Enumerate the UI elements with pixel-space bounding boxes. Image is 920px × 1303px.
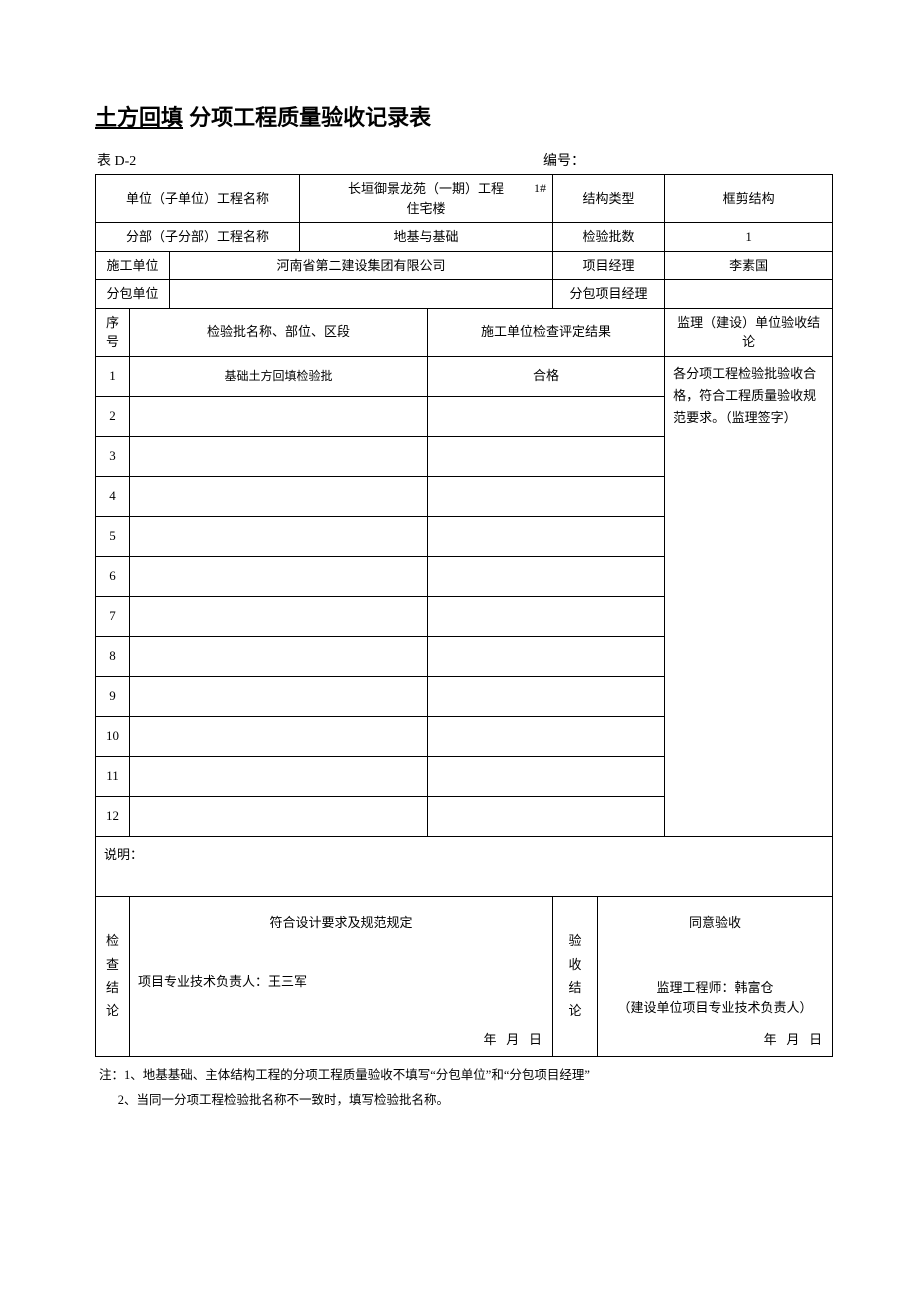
construction-unit-value: 河南省第二建设集团有限公司 bbox=[170, 251, 553, 280]
row-seq: 7 bbox=[96, 596, 130, 636]
check-date: 年 月 日 bbox=[484, 1030, 543, 1050]
check-line1: 符合设计要求及规范规定 bbox=[138, 913, 544, 933]
table-code: 表 D-2 bbox=[97, 150, 497, 170]
row-result bbox=[428, 716, 665, 756]
pm-label: 项目经理 bbox=[553, 251, 665, 280]
accept-sig2: （建设单位项目专业技术负责人） bbox=[618, 1000, 813, 1015]
row-result bbox=[428, 516, 665, 556]
check-line2: 项目专业技术负责人：王三军 bbox=[138, 972, 544, 992]
row-seq: 5 bbox=[96, 516, 130, 556]
row-seq: 6 bbox=[96, 556, 130, 596]
unit-project-label: 单位（子单位）工程名称 bbox=[96, 175, 300, 223]
row-seq: 2 bbox=[96, 396, 130, 436]
page-title: 土方回填 分项工程质量验收记录表 bbox=[95, 100, 825, 132]
row-result bbox=[428, 756, 665, 796]
unit-project-hash: 1# bbox=[534, 179, 546, 197]
accept-title: 同意验收 bbox=[606, 913, 824, 933]
batch-count-value: 1 bbox=[665, 223, 833, 252]
row-name bbox=[130, 476, 428, 516]
row-result bbox=[428, 796, 665, 836]
row-result bbox=[428, 436, 665, 476]
sub-project-label: 分部（子分部）工程名称 bbox=[96, 223, 300, 252]
col-batch-name: 检验批名称、部位、区段 bbox=[130, 308, 428, 356]
sub-pm-label: 分包项目经理 bbox=[553, 280, 665, 309]
row-result bbox=[428, 396, 665, 436]
row-seq: 10 bbox=[96, 716, 130, 756]
supervision-conclusion-text: 各分项工程检验批验收合格，符合工程质量验收规范要求。（监理签字） bbox=[665, 356, 833, 836]
title-part2: 分项工程质量验收记录表 bbox=[183, 105, 431, 130]
accept-date: 年 月 日 bbox=[764, 1030, 823, 1050]
struct-type-value: 框剪结构 bbox=[665, 175, 833, 223]
row-seq: 4 bbox=[96, 476, 130, 516]
row-name bbox=[130, 396, 428, 436]
row-name bbox=[130, 796, 428, 836]
row-seq: 8 bbox=[96, 636, 130, 676]
sub-project-value: 地基与基础 bbox=[300, 223, 553, 252]
col-seq: 序号 bbox=[96, 308, 130, 356]
row-result bbox=[428, 596, 665, 636]
subcontract-unit-value bbox=[170, 280, 553, 309]
desc-label: 说明： bbox=[96, 836, 833, 896]
row-name bbox=[130, 716, 428, 756]
row-seq: 12 bbox=[96, 796, 130, 836]
row-result bbox=[428, 476, 665, 516]
row-seq: 3 bbox=[96, 436, 130, 476]
row-result bbox=[428, 636, 665, 676]
row-name bbox=[130, 756, 428, 796]
col-check-result: 施工单位检查评定结果 bbox=[428, 308, 665, 356]
serial-label: 编号： bbox=[543, 150, 823, 170]
accept-sig1: 监理工程师：韩富仓 bbox=[657, 980, 774, 995]
row-name bbox=[130, 436, 428, 476]
subcontract-unit-label: 分包单位 bbox=[96, 280, 170, 309]
sub-pm-value bbox=[665, 280, 833, 309]
meta-row: 表 D-2 编号： bbox=[95, 150, 825, 170]
note-line2: 2、当同一分项工程检验批名称不一致时，填写检验批名称。 bbox=[99, 1088, 825, 1113]
pm-value: 李素国 bbox=[665, 251, 833, 280]
main-table: 单位（子单位）工程名称 1# 长垣御景龙苑（一期）工程 住宅楼 结构类型 框剪结… bbox=[95, 174, 833, 1057]
row-result bbox=[428, 556, 665, 596]
row-seq: 9 bbox=[96, 676, 130, 716]
unit-project-value: 1# 长垣御景龙苑（一期）工程 住宅楼 bbox=[300, 175, 553, 223]
row-result: 合格 bbox=[428, 356, 665, 396]
row-result bbox=[428, 676, 665, 716]
check-conclusion-cell: 符合设计要求及规范规定 项目专业技术负责人：王三军 年 月 日 bbox=[130, 896, 553, 1056]
row-seq: 1 bbox=[96, 356, 130, 396]
col-supervision: 监理（建设）单位验收结论 bbox=[665, 308, 833, 356]
note-line1: 注：1、地基基础、主体结构工程的分项工程质量验收不填写“分包单位”和“分包项目经… bbox=[99, 1063, 825, 1088]
row-name bbox=[130, 516, 428, 556]
row-name bbox=[130, 676, 428, 716]
struct-type-label: 结构类型 bbox=[553, 175, 665, 223]
row-name: 基础土方回填检验批 bbox=[130, 356, 428, 396]
title-part1: 土方回填 bbox=[95, 105, 183, 130]
unit-project-line2: 住宅楼 bbox=[407, 201, 446, 216]
row-seq: 11 bbox=[96, 756, 130, 796]
row-name bbox=[130, 556, 428, 596]
accept-conclusion-cell: 同意验收 监理工程师：韩富仓 （建设单位项目专业技术负责人） 年 月 日 bbox=[598, 896, 833, 1056]
row-name bbox=[130, 596, 428, 636]
batch-count-label: 检验批数 bbox=[553, 223, 665, 252]
row-name bbox=[130, 636, 428, 676]
accept-conclusion-label: 验收结论 bbox=[553, 896, 598, 1056]
construction-unit-label: 施工单位 bbox=[96, 251, 170, 280]
unit-project-line1: 长垣御景龙苑（一期）工程 bbox=[348, 181, 504, 196]
notes: 注：1、地基基础、主体结构工程的分项工程质量验收不填写“分包单位”和“分包项目经… bbox=[95, 1063, 825, 1113]
check-conclusion-label: 检查结论 bbox=[96, 896, 130, 1056]
